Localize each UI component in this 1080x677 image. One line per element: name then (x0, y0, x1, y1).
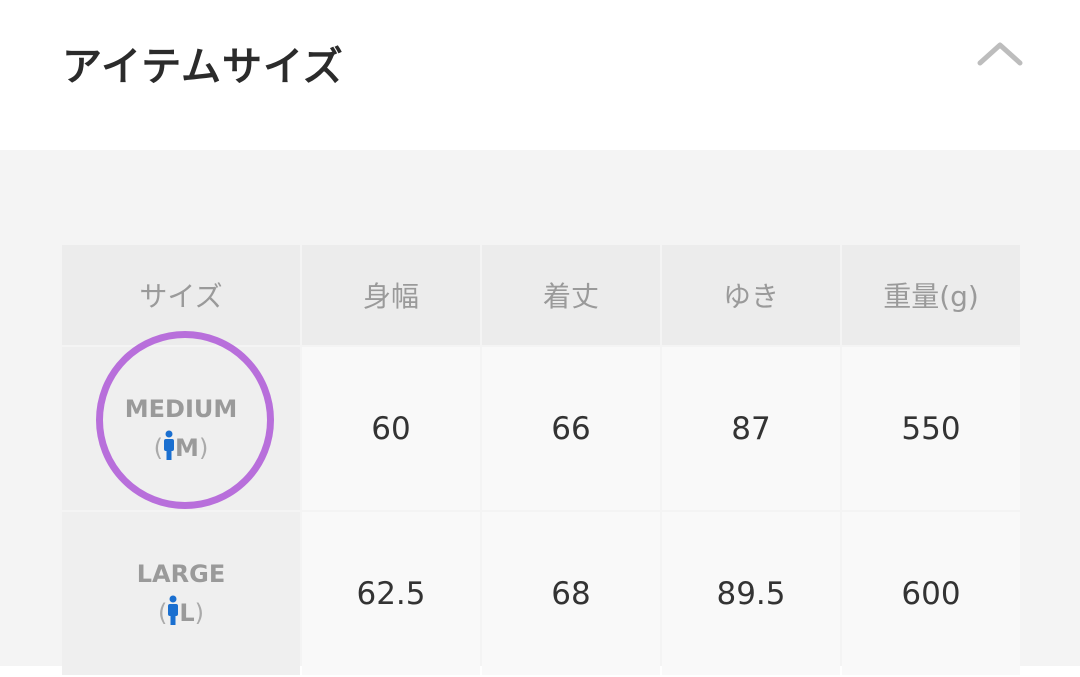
section-header[interactable]: アイテムサイズ (0, 0, 1080, 150)
cell: 60 (302, 347, 480, 510)
cell: 68 (482, 512, 660, 675)
table-row: LARGE (L) 62.5 68 89.5 600 (62, 512, 1020, 675)
column-header: 重量(g) (842, 245, 1020, 345)
column-header: 身幅 (302, 245, 480, 345)
highlight-circle (96, 331, 274, 509)
cell: 600 (842, 512, 1020, 675)
column-header: サイズ (62, 245, 300, 345)
cell: 87 (662, 347, 840, 510)
table-header-row: サイズ 身幅 着丈 ゆき 重量(g) (62, 245, 1020, 345)
cell: 89.5 (662, 512, 840, 675)
column-header: ゆき (662, 245, 840, 345)
size-panel: サイズ 身幅 着丈 ゆき 重量(g) MEDIUM (M) 60 66 87 5… (0, 150, 1080, 675)
column-header: 着丈 (482, 245, 660, 345)
cell: 550 (842, 347, 1020, 510)
person-icon (168, 595, 179, 625)
size-code: L (179, 598, 195, 627)
size-table: サイズ 身幅 着丈 ゆき 重量(g) MEDIUM (M) 60 66 87 5… (60, 243, 1022, 677)
section-title: アイテムサイズ (62, 44, 344, 90)
size-cell: LARGE (L) (62, 512, 300, 675)
chevron-up-icon[interactable] (975, 38, 1025, 68)
size-label: LARGE (136, 560, 226, 589)
cell: 66 (482, 347, 660, 510)
cell: 62.5 (302, 512, 480, 675)
